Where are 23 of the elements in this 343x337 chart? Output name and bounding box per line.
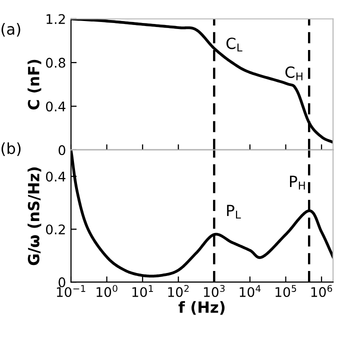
x-tick-label: 10$^{3}$	[204, 284, 225, 298]
y-tick-label: 1.2	[46, 14, 65, 24]
text: (b)	[2, 142, 21, 156]
x-axis-title: f (Hz)	[178, 301, 225, 315]
x-tick-label: 10$^{2}$	[168, 284, 189, 298]
y-tick-label: 0	[58, 145, 66, 156]
y-tick-label: 0.4	[46, 101, 66, 112]
x-tick-label: 10$^{4}$	[240, 285, 261, 298]
annotation: C$_{L}$	[226, 38, 242, 52]
annotation: P$_{L}$	[227, 204, 241, 219]
x-tick-label: 10$^{5}$	[276, 285, 296, 298]
x-tick-label: 10$^{0}$	[96, 284, 118, 298]
annotation: P$_{H}$	[290, 176, 305, 190]
y-tick-label: 0	[58, 277, 66, 288]
y-axis-title: C (nF)	[28, 60, 42, 110]
text: (a)	[2, 23, 20, 37]
y-tick-label: 0.4	[46, 172, 66, 182]
annotation: C$_{H}$	[285, 66, 302, 80]
x-tick-label: 10$^{6}$	[311, 284, 332, 298]
y-tick-label: 0.2	[46, 224, 65, 234]
y-axis-title: G/ω (nS/Hz)	[28, 167, 42, 266]
y-tick-label: 0.8	[46, 58, 66, 68]
x-tick-label: 10$^{1}$	[132, 285, 153, 298]
